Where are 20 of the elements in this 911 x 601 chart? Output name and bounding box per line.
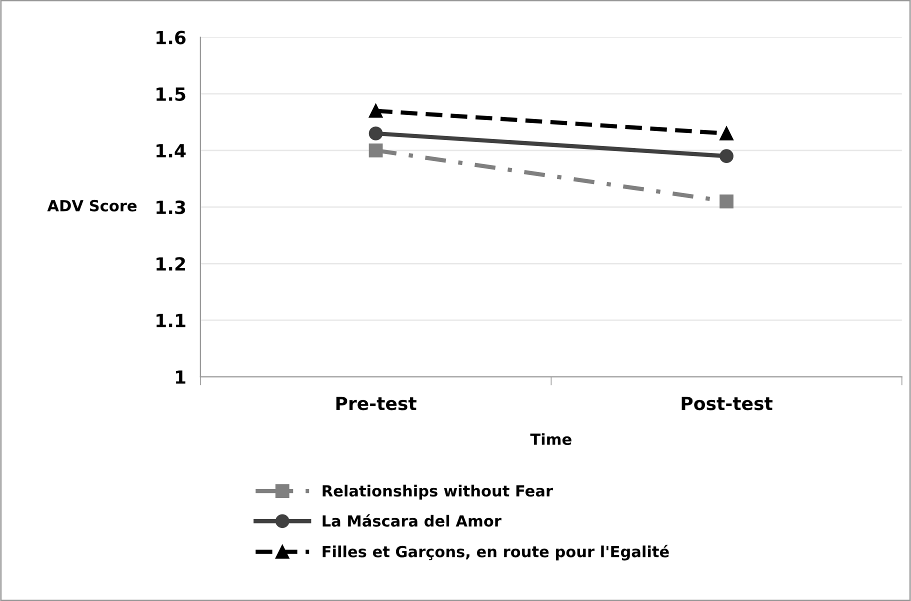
legend-label: Filles et Garçons, en route pour l'Egalité bbox=[322, 544, 669, 560]
x-axis-title: Time bbox=[530, 433, 572, 446]
y-tick-label: 1.2 bbox=[156, 257, 185, 270]
legend-label: La Máscara del Amor bbox=[322, 514, 502, 527]
y-tick-label: 1 bbox=[176, 370, 186, 384]
y-tick-label: 1.4 bbox=[156, 144, 186, 158]
point bbox=[368, 104, 383, 118]
point bbox=[368, 126, 383, 140]
y-tick-label: 1.3 bbox=[156, 200, 186, 214]
y-tick-label: 1.1 bbox=[156, 314, 186, 328]
point bbox=[368, 144, 383, 158]
y-tick-label: 1.5 bbox=[156, 88, 186, 101]
y-axis-title: ADV Score bbox=[47, 200, 137, 212]
point bbox=[720, 194, 734, 208]
point bbox=[720, 126, 734, 140]
x-tick-label: Pre-test bbox=[336, 396, 416, 410]
legend-label: Relationships without Fear bbox=[322, 484, 553, 500]
y-tick-label: 1.6 bbox=[156, 30, 186, 44]
x-tick-label: Post-test bbox=[682, 396, 772, 410]
point bbox=[720, 149, 734, 164]
